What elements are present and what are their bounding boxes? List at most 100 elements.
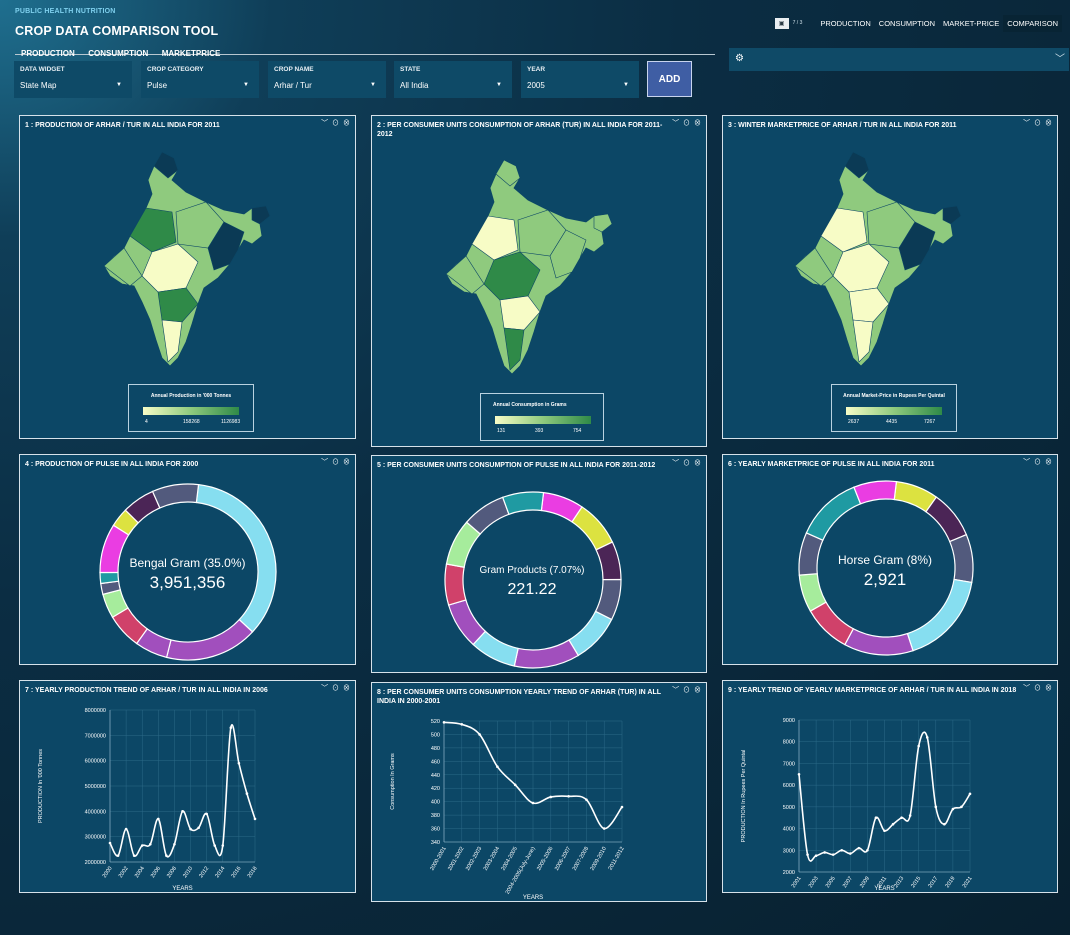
data-point[interactable] — [900, 816, 903, 820]
data-point[interactable] — [478, 733, 481, 736]
nav-comparison[interactable]: COMPARISON — [1003, 14, 1062, 32]
india-map[interactable] — [20, 116, 357, 440]
donut-slice-s4[interactable] — [906, 578, 973, 652]
map-state-region[interactable] — [207, 221, 245, 271]
nav-market-price[interactable]: MARKET-PRICE — [943, 18, 1000, 28]
data-point[interactable] — [585, 798, 588, 801]
donut-slice-s6[interactable] — [513, 639, 580, 669]
data-point[interactable] — [960, 805, 963, 809]
data-point[interactable] — [124, 827, 128, 831]
data-point[interactable] — [549, 795, 553, 799]
data-point[interactable] — [831, 853, 835, 856]
donut-slice-s5[interactable] — [568, 610, 613, 657]
gear-icon[interactable]: ⚙ — [735, 53, 744, 64]
line-series[interactable] — [109, 724, 256, 858]
data-point[interactable] — [567, 794, 570, 798]
flag-icon[interactable]: ▣ — [774, 17, 789, 29]
data-point[interactable] — [620, 805, 624, 809]
data-point[interactable] — [245, 792, 249, 795]
data-point[interactable] — [140, 844, 144, 847]
map-state-region[interactable] — [495, 159, 521, 187]
data-point[interactable] — [189, 827, 192, 831]
donut-chart[interactable] — [372, 456, 708, 674]
line-chart[interactable]: 2000000 3000000 4000000 5000000 6000000 70000… — [20, 681, 357, 894]
data-point[interactable] — [132, 854, 136, 857]
data-point[interactable] — [849, 852, 852, 855]
nav-consumption[interactable]: CONSUMPTION — [878, 18, 936, 28]
data-point[interactable] — [148, 842, 152, 846]
nav-production[interactable]: PRODUCTION — [820, 18, 871, 28]
data-point[interactable] — [213, 844, 217, 847]
data-point[interactable] — [883, 829, 886, 833]
map-state-region[interactable] — [251, 205, 271, 225]
filter-crop-name[interactable]: CROP NAME Arhar / Tur ▼ — [268, 61, 386, 98]
data-point[interactable] — [840, 848, 844, 852]
data-point[interactable] — [934, 805, 938, 809]
map-state-region[interactable] — [445, 255, 485, 295]
data-point[interactable] — [874, 816, 878, 820]
data-point[interactable] — [253, 817, 257, 821]
add-button[interactable]: ADD — [647, 61, 692, 97]
map-state-region[interactable] — [593, 213, 613, 233]
data-point[interactable] — [866, 848, 869, 852]
donut-slice-s11[interactable] — [151, 483, 200, 509]
data-point[interactable] — [814, 854, 818, 858]
subnav-production[interactable]: PRODUCTION — [21, 49, 75, 58]
filter-data-widget[interactable]: DATA WIDGET State Map ▼ — [14, 61, 132, 98]
data-point[interactable] — [857, 846, 861, 850]
donut-slice-s5[interactable] — [843, 627, 914, 656]
subnav-consumption[interactable]: CONSUMPTION — [88, 49, 149, 58]
donut-slice-horse-gram[interactable] — [853, 480, 898, 505]
map-state-region[interactable] — [844, 151, 870, 179]
data-point[interactable] — [165, 854, 168, 857]
filter-year[interactable]: YEAR 2005 ▼ — [521, 61, 639, 98]
map-state-region[interactable] — [549, 229, 587, 279]
map-state-region[interactable] — [848, 287, 890, 323]
data-point[interactable] — [823, 851, 826, 854]
map-state-region[interactable] — [852, 319, 874, 363]
data-point[interactable] — [460, 723, 464, 726]
card-controls[interactable]: ﹀ ⊙ ⊗ — [672, 687, 702, 694]
data-point[interactable] — [237, 761, 241, 765]
india-map[interactable] — [723, 116, 1059, 440]
data-point[interactable] — [951, 807, 955, 811]
data-point[interactable] — [531, 801, 535, 805]
card-controls[interactable]: ﹀ ⊙ ⊗ — [1023, 459, 1053, 466]
data-point[interactable] — [173, 842, 176, 846]
data-point[interactable] — [496, 765, 499, 769]
donut-chart[interactable] — [20, 455, 357, 666]
data-point[interactable] — [513, 783, 517, 787]
line-chart[interactable]: 2000 3000 4000 5000 6000 7000 8000 9000 2001 2003… — [723, 681, 1059, 894]
card-controls[interactable]: ﹀ ⊙ ⊗ — [321, 120, 351, 127]
donut-slice-s2[interactable] — [571, 506, 614, 551]
data-point[interactable] — [891, 822, 895, 826]
data-point[interactable] — [797, 772, 801, 776]
map-state-region[interactable] — [161, 319, 183, 363]
data-point[interactable] — [602, 827, 606, 830]
data-point[interactable] — [925, 736, 929, 739]
map-state-region[interactable] — [794, 247, 834, 287]
map-state-region[interactable] — [103, 247, 143, 287]
filter-state[interactable]: STATE All India ▼ — [394, 61, 512, 98]
card-controls[interactable]: ﹀ ⊙ ⊗ — [321, 459, 351, 466]
donut-slice-s2[interactable] — [925, 496, 968, 543]
donut-slice-s2[interactable] — [165, 618, 254, 661]
donut-chart[interactable] — [723, 455, 1059, 666]
card-controls[interactable]: ﹀ ⊙ ⊗ — [321, 685, 351, 692]
card-controls[interactable]: ﹀ ⊙ ⊗ — [672, 460, 702, 467]
donut-slice-s6[interactable] — [809, 601, 855, 646]
data-point[interactable] — [181, 810, 184, 813]
map-state-region[interactable] — [942, 205, 962, 225]
card-controls[interactable]: ﹀ ⊙ ⊗ — [1023, 120, 1053, 127]
data-point[interactable] — [108, 841, 112, 845]
card-controls[interactable]: ﹀ ⊙ ⊗ — [672, 120, 702, 127]
data-point[interactable] — [229, 726, 233, 730]
donut-slice-s9[interactable] — [805, 486, 862, 541]
data-point[interactable] — [442, 721, 446, 724]
data-point[interactable] — [908, 814, 912, 817]
data-point[interactable] — [197, 826, 200, 830]
card-controls[interactable]: ﹀ ⊙ ⊗ — [1023, 685, 1053, 692]
subnav-marketprice[interactable]: MARKETPRICE — [161, 49, 221, 58]
data-point[interactable] — [806, 853, 809, 856]
